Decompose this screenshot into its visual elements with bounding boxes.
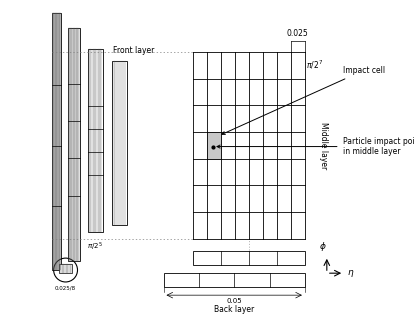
Bar (193, 251, 305, 265)
Bar (68, 28, 80, 261)
Text: Impact cell: Impact cell (222, 66, 385, 134)
Text: Particle impact point
in middle layer: Particle impact point in middle layer (217, 137, 415, 156)
Bar (59, 264, 72, 273)
Text: 0.025/8: 0.025/8 (55, 286, 76, 291)
Text: $\pi/2^7$: $\pi/2^7$ (306, 59, 324, 71)
Bar (52, 13, 61, 270)
Text: 0.05: 0.05 (226, 298, 242, 304)
Text: $\pi/2^5$: $\pi/2^5$ (87, 240, 103, 252)
Text: Back layer: Back layer (214, 305, 254, 314)
Text: $\phi$: $\phi$ (319, 241, 327, 253)
Bar (164, 273, 305, 287)
Text: 0.025: 0.025 (287, 29, 309, 38)
Text: Middle layer: Middle layer (319, 122, 328, 169)
Bar (112, 61, 127, 225)
Text: Front layer: Front layer (113, 46, 155, 55)
Bar (88, 49, 103, 232)
Bar (208, 132, 221, 159)
Text: $\eta$: $\eta$ (347, 268, 355, 279)
